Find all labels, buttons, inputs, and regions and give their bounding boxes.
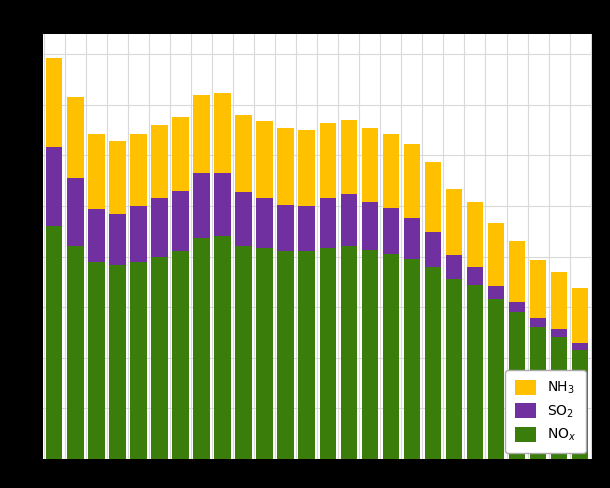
Bar [446,279,462,459]
Bar [235,192,252,246]
Bar [340,246,357,459]
Bar [151,257,168,459]
Bar [46,59,62,147]
Bar [172,251,188,459]
Bar [551,337,567,459]
Bar [172,117,188,191]
Bar [298,206,315,251]
Bar [235,246,252,459]
Bar [488,223,504,286]
Bar [551,272,567,329]
Bar [109,214,126,264]
Bar [530,318,547,327]
Bar [382,134,399,208]
Bar [109,264,126,459]
Bar [509,242,525,302]
Bar [572,344,588,349]
Bar [340,194,357,246]
Bar [404,218,420,259]
Bar [214,93,231,173]
Legend: NH$_3$, SO$_2$, NO$_x$: NH$_3$, SO$_2$, NO$_x$ [506,370,586,453]
Bar [572,288,588,344]
Bar [193,95,210,173]
Bar [193,173,210,238]
Bar [446,189,462,255]
Bar [467,266,483,285]
Bar [88,209,104,262]
Bar [214,173,231,236]
Bar [362,250,378,459]
Bar [509,302,525,312]
Bar [67,97,84,178]
Bar [425,266,441,459]
Bar [425,232,441,266]
Bar [572,349,588,459]
Bar [278,128,294,205]
Bar [172,191,188,251]
Bar [214,236,231,459]
Bar [362,202,378,250]
Bar [509,312,525,459]
Bar [320,198,336,248]
Bar [151,125,168,198]
Bar [130,206,146,262]
Bar [467,285,483,459]
Bar [67,178,84,246]
Bar [298,130,315,206]
Bar [382,208,399,253]
Bar [151,198,168,257]
Bar [488,299,504,459]
Bar [67,246,84,459]
Bar [404,259,420,459]
Bar [109,142,126,214]
Bar [425,162,441,232]
Bar [193,238,210,459]
Bar [340,120,357,194]
Bar [256,121,273,198]
Bar [130,262,146,459]
Bar [130,134,146,206]
Bar [46,226,62,459]
Bar [404,144,420,218]
Bar [278,251,294,459]
Bar [320,123,336,198]
Bar [88,262,104,459]
Bar [530,327,547,459]
Bar [256,248,273,459]
Bar [88,134,104,209]
Bar [382,253,399,459]
Bar [551,329,567,337]
Bar [235,115,252,192]
Bar [320,248,336,459]
Bar [530,260,547,318]
Bar [278,205,294,251]
Bar [298,251,315,459]
Bar [467,202,483,266]
Bar [488,286,504,299]
Bar [362,128,378,202]
Bar [256,198,273,248]
Bar [46,147,62,226]
Bar [446,255,462,279]
